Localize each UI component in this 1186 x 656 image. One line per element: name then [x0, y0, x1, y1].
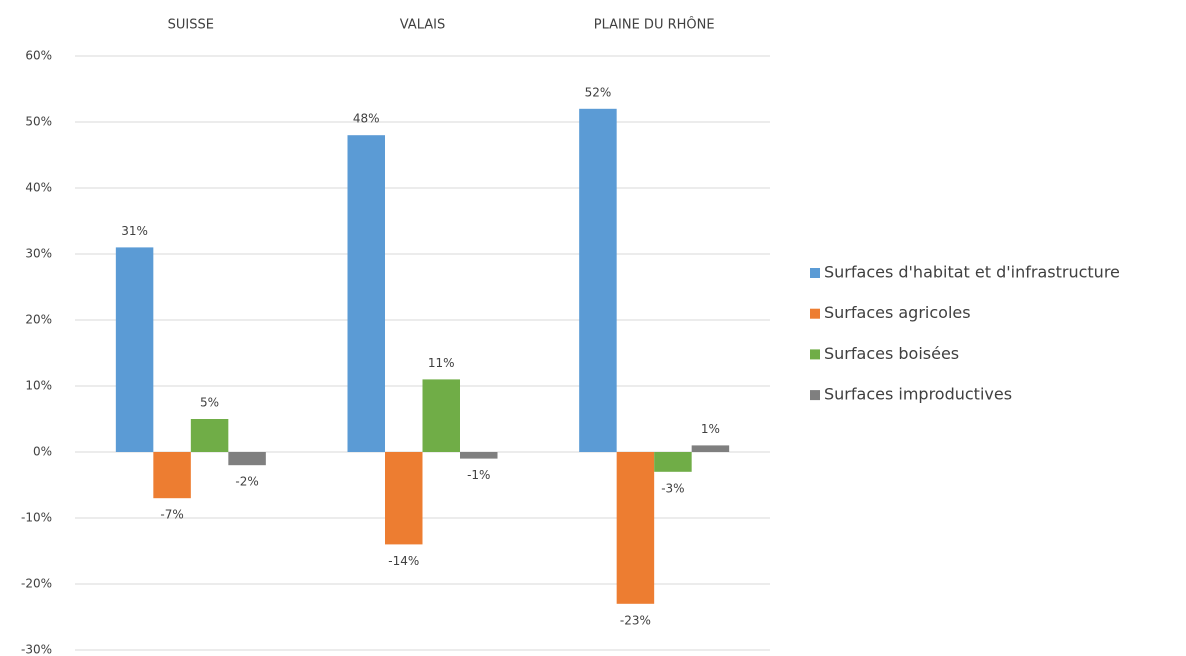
data-label: 48%	[353, 112, 380, 126]
bar	[228, 452, 266, 466]
data-label: -2%	[235, 475, 258, 489]
bar	[190, 419, 229, 452]
y-tick-label: -10%	[21, 511, 52, 525]
data-label: 52%	[585, 85, 612, 99]
data-label: 11%	[428, 356, 455, 370]
y-tick-label: 50%	[25, 115, 52, 129]
legend-swatch	[810, 349, 820, 360]
legend-label: Surfaces boisées	[824, 344, 959, 363]
y-tick-label: -20%	[21, 577, 52, 591]
legend-swatch	[810, 390, 820, 401]
y-tick-label: 20%	[25, 313, 52, 327]
y-tick-label: 60%	[25, 49, 52, 63]
category-label: PLAINE DU RHÔNE	[594, 17, 715, 33]
legend-label: Surfaces agricoles	[824, 303, 971, 322]
y-tick-label: 30%	[25, 247, 52, 261]
bar	[385, 452, 423, 545]
bar	[579, 108, 617, 453]
bar	[347, 135, 385, 452]
data-label: -7%	[160, 508, 183, 522]
bar	[422, 379, 460, 452]
y-tick-label: -30%	[21, 643, 52, 656]
data-label: 1%	[701, 422, 720, 436]
category-label: SUISSE	[168, 18, 214, 33]
data-label: 31%	[121, 224, 148, 238]
legend-swatch	[810, 308, 820, 319]
bar	[115, 247, 154, 452]
data-label: -3%	[661, 481, 684, 495]
bar	[654, 452, 692, 472]
bar	[460, 452, 498, 459]
y-tick-label: 40%	[25, 181, 52, 195]
legend-label: Surfaces d'habitat et d'infrastructure	[824, 263, 1120, 282]
y-tick-label: 0%	[33, 445, 52, 459]
data-label: -14%	[388, 554, 419, 568]
legend-label: Surfaces improductives	[824, 385, 1012, 404]
bar	[153, 452, 191, 499]
category-label: VALAIS	[400, 18, 445, 33]
y-tick-label: 10%	[25, 379, 52, 393]
data-label: -23%	[620, 613, 651, 627]
bar	[616, 452, 655, 604]
data-label: 5%	[200, 396, 219, 410]
legend-swatch	[810, 268, 820, 278]
data-label: -1%	[467, 468, 490, 482]
bar	[691, 445, 730, 452]
